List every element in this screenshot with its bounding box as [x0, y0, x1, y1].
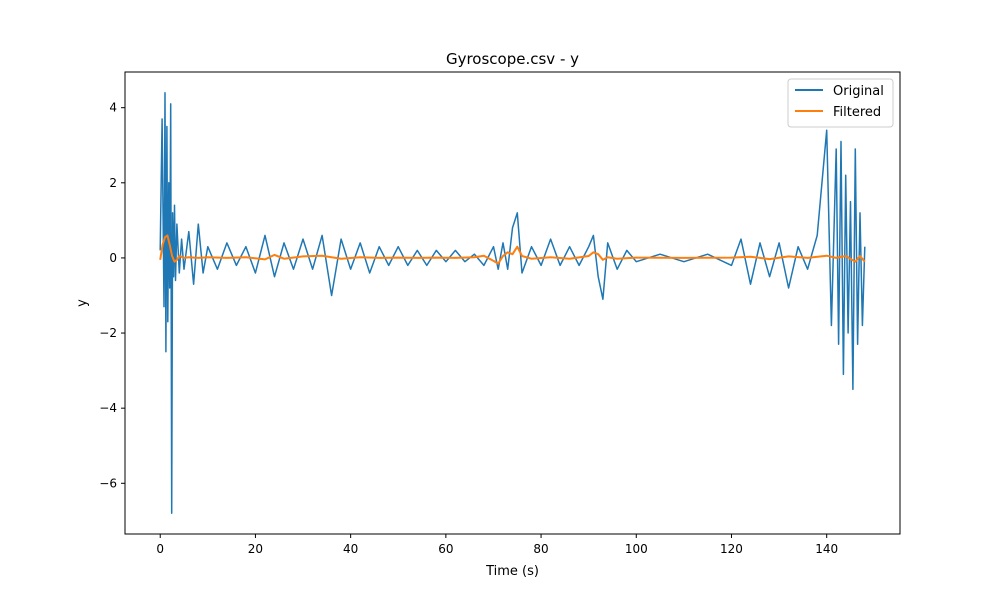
- x-tick-label: 80: [533, 542, 548, 556]
- x-tick-label: 40: [343, 542, 358, 556]
- plot-frame: [124, 71, 901, 535]
- series-layer: [159, 91, 866, 515]
- legend: Original Filtered: [787, 78, 894, 128]
- y-tick-label: −4: [99, 401, 117, 415]
- x-tick-label: 100: [625, 542, 648, 556]
- x-tick-label: 140: [815, 542, 838, 556]
- legend-label-original: Original: [833, 84, 884, 99]
- x-axis-ticks: 0 20 40 60 80 100 120 140: [156, 534, 838, 556]
- series-line-filtered: [159, 234, 866, 265]
- y-tick-label: 4: [109, 101, 117, 115]
- x-tick-label: 20: [248, 542, 263, 556]
- y-tick-label: 2: [109, 176, 117, 190]
- x-tick-label: 0: [156, 542, 164, 556]
- y-axis-label: y: [75, 299, 90, 307]
- x-tick-label: 120: [720, 542, 743, 556]
- y-tick-label: −6: [99, 476, 117, 490]
- legend-label-filtered: Filtered: [833, 105, 881, 120]
- x-tick-label: 60: [438, 542, 453, 556]
- chart-title: Gyroscope.csv - y: [446, 50, 579, 68]
- y-tick-label: −2: [99, 326, 117, 340]
- y-tick-label: 0: [109, 251, 117, 265]
- y-axis-ticks: −6 −4 −2 0 2 4: [99, 101, 125, 490]
- x-axis-label: Time (s): [485, 564, 539, 579]
